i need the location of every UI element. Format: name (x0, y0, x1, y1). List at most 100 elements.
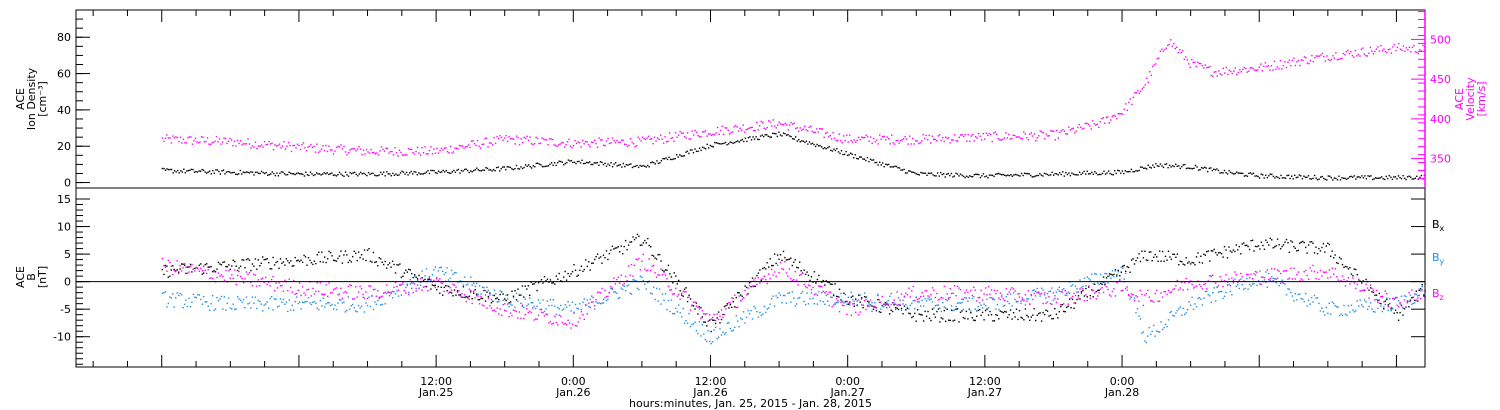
bx-series-point (285, 258, 288, 260)
bx-series-point (418, 274, 420, 277)
density-series-point (1274, 177, 1276, 179)
bx-series-point (1377, 299, 1379, 302)
density-series-point (1162, 166, 1165, 169)
bz-series-point (422, 286, 425, 288)
by-series-point (1400, 295, 1403, 297)
density-series-point (1265, 174, 1267, 176)
bz-series-point (1266, 269, 1268, 271)
bx-series-point (598, 257, 600, 259)
bx-series-point (1276, 238, 1279, 240)
velocity-series-point (460, 145, 462, 147)
by-series-point (506, 298, 509, 300)
density-series-point (434, 172, 437, 174)
velocity-series-point (1069, 129, 1071, 131)
bx-series-point (1257, 245, 1260, 247)
bz-series-point (1313, 270, 1316, 273)
bz-series-point (962, 298, 965, 300)
by-series-point (1279, 282, 1282, 285)
by-series (161, 266, 1426, 345)
density-series-point (286, 173, 289, 176)
density-series-point (441, 171, 443, 173)
bx-series-point (334, 259, 336, 262)
velocity-series-point (280, 147, 282, 149)
velocity-series-point (617, 141, 620, 143)
bz-series-point (1033, 292, 1035, 295)
velocity-series-point (542, 138, 545, 140)
bz-series-point (511, 314, 513, 317)
velocity-series-point (586, 141, 588, 143)
by-series-point (1122, 267, 1124, 269)
bz-series-point (630, 263, 633, 266)
velocity-series-point (1189, 66, 1191, 69)
bx-series-point (949, 319, 951, 322)
density-series-point (587, 162, 589, 164)
by-series-point (956, 302, 959, 304)
bz-series-point (403, 290, 406, 292)
by-series-point (253, 302, 255, 304)
bz-series-point (931, 287, 934, 289)
by-series-point (953, 309, 956, 311)
density-series-point (563, 164, 565, 166)
by-series-point (490, 299, 493, 301)
density-series-point (761, 134, 763, 136)
density-series-point (1231, 172, 1233, 174)
density-series-point (236, 173, 238, 176)
by-series-point (630, 293, 633, 295)
by-series-point (393, 291, 395, 293)
bz-series-point (185, 266, 187, 268)
bx-series-point (1002, 311, 1004, 314)
by-series-point (440, 266, 442, 268)
density-series-point (1355, 178, 1357, 180)
bz-series-point (1122, 289, 1124, 292)
bx-series-point (1130, 259, 1133, 261)
by-series-point (832, 293, 835, 295)
bx-series-point (362, 258, 364, 260)
density-series-point (1410, 176, 1412, 178)
by-series-point (1104, 272, 1106, 275)
by-series-point (1331, 301, 1333, 303)
by-series-point (1216, 286, 1218, 288)
density-series-point (714, 141, 716, 144)
bx-series-point (1256, 245, 1258, 248)
by-series-point (360, 305, 363, 307)
bx-series-point (1048, 315, 1050, 317)
bx-series-point (1361, 282, 1363, 284)
density-series-point (306, 174, 309, 176)
right-axis-label-line: [km/s] (1475, 81, 1488, 116)
velocity-series-point (997, 138, 999, 140)
bx-series-point (688, 294, 690, 296)
legend-base: B (1432, 218, 1440, 231)
bx-series-point (1325, 245, 1327, 247)
by-series-point (757, 316, 760, 318)
density-series-point (700, 149, 702, 152)
velocity-series-point (813, 131, 815, 134)
velocity-series-point (194, 137, 197, 140)
bx-series-point (568, 275, 571, 277)
bz-series-point (419, 278, 422, 280)
bx-series-point (1217, 252, 1220, 254)
by-series-point (216, 296, 218, 299)
density-series-point (380, 171, 382, 174)
bx-series-point (624, 239, 627, 242)
velocity-series-point (668, 132, 671, 134)
by-series-point (1030, 294, 1032, 297)
by-series-point (778, 292, 780, 294)
velocity-series-point (852, 141, 854, 143)
bz-series-point (1324, 271, 1326, 274)
bx-series-point (1244, 244, 1246, 247)
velocity-series-point (1063, 130, 1065, 132)
bz-series-point (183, 263, 186, 265)
by-series-point (475, 282, 478, 285)
right-y-tick-label: 450 (1430, 73, 1451, 86)
by-series-point (855, 297, 857, 300)
density-series-point (615, 162, 617, 164)
bx-series-point (1322, 243, 1325, 245)
bz-series-point (936, 292, 938, 295)
bz-series-point (576, 325, 578, 327)
density-series-point (1110, 173, 1113, 176)
bx-series-point (319, 261, 321, 263)
velocity-series-point (713, 134, 716, 136)
density-series-point (488, 169, 490, 171)
by-series-point (700, 335, 702, 337)
